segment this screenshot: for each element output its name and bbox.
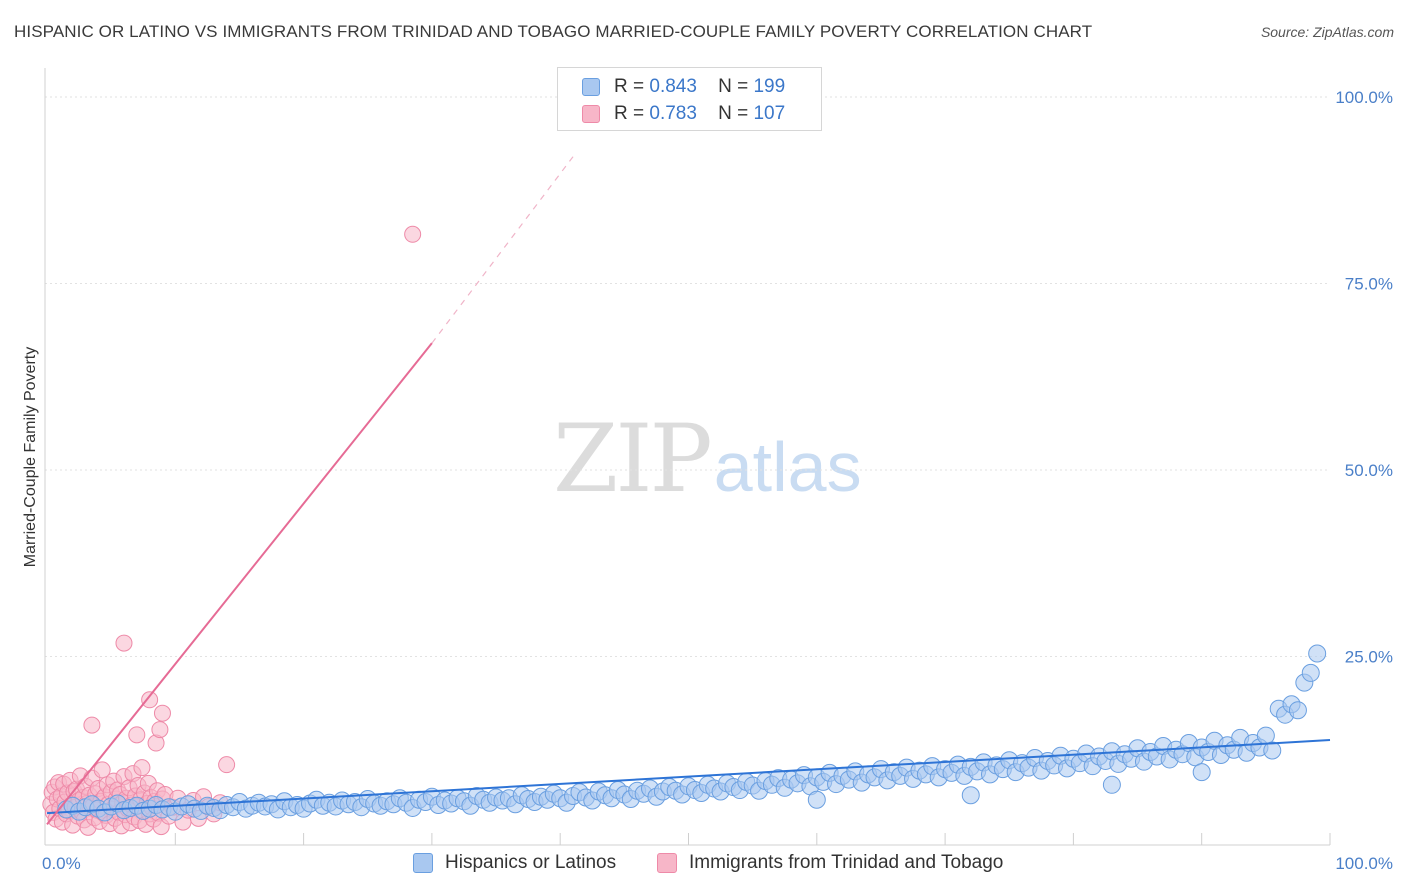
data-point-trinidad [218, 756, 236, 774]
legend-n-value-1: 199 [753, 76, 786, 97]
data-point-trinidad [128, 726, 146, 744]
y-tick-label: 25.0% [1345, 648, 1393, 667]
y-tick-label: 50.0% [1345, 461, 1393, 480]
watermark-zip: ZIP [553, 405, 713, 514]
x-tick-label: 0.0% [42, 854, 81, 873]
legend-swatch-pink [582, 105, 600, 123]
data-point-trinidad [141, 691, 159, 709]
trend-line-trinidad-extension [431, 156, 574, 344]
y-tick-label: 100.0% [1335, 88, 1393, 107]
trend-lines [46, 156, 1331, 825]
trend-line-trinidad [46, 342, 433, 825]
legend-r-label: R = [614, 103, 645, 124]
axes [44, 68, 1330, 846]
data-point-hispanic [1308, 644, 1327, 663]
series-legend: Hispanics or Latinos Immigrants from Tri… [0, 852, 1406, 878]
legend-n-value-2: 107 [753, 103, 786, 124]
y-axis-label: Married-Couple Family Poverty [22, 347, 39, 568]
data-point-trinidad [404, 225, 422, 243]
legend-swatch-blue [413, 853, 433, 873]
legend-r-value-2: 0.783 [649, 103, 697, 124]
data-point-trinidad [83, 716, 101, 734]
legend-label-trinidad: Immigrants from Trinidad and Tobago [689, 852, 1004, 873]
data-point-hispanic [1263, 741, 1282, 760]
chart-title: HISPANIC OR LATINO VS IMMIGRANTS FROM TR… [14, 22, 1093, 41]
data-point-hispanic [1192, 763, 1211, 782]
tick-labels: 25.0% 50.0% 75.0% 100.0% 0.0% 100.0% [42, 88, 1393, 873]
source-label: Source: ZipAtlas.com [1260, 24, 1394, 40]
data-point-hispanic [1301, 663, 1320, 682]
watermark-atlas: atlas [713, 428, 862, 506]
legend-label-hispanic: Hispanics or Latinos [445, 852, 617, 873]
series-trinidad-points [42, 225, 422, 836]
series-hispanic-points [57, 644, 1327, 822]
data-point-hispanic [807, 790, 826, 809]
y-tick-label: 75.0% [1345, 275, 1393, 294]
legend-r-label: R = [614, 76, 645, 97]
correlation-legend: R = 0.843 N = 199 R = 0.783 N = 107 [557, 67, 822, 131]
data-point-trinidad [153, 704, 171, 722]
legend-swatch-blue [582, 78, 600, 96]
data-point-trinidad [93, 761, 111, 779]
data-point-trinidad [151, 721, 169, 739]
data-point-hispanic [1288, 701, 1307, 720]
data-point-hispanic [1102, 775, 1121, 794]
legend-r-value-1: 0.843 [649, 76, 697, 97]
data-point-trinidad [115, 634, 133, 652]
trend-line-hispanic [46, 739, 1331, 815]
watermark: ZIPatlas [553, 405, 862, 514]
data-point-hispanic [961, 786, 980, 805]
legend-n-label: N = [718, 103, 749, 124]
data-point-trinidad [133, 759, 151, 777]
legend-n-label: N = [718, 76, 749, 97]
x-tick-label: 100.0% [1335, 854, 1393, 873]
grid [45, 96, 1331, 845]
legend-swatch-pink [657, 853, 677, 873]
